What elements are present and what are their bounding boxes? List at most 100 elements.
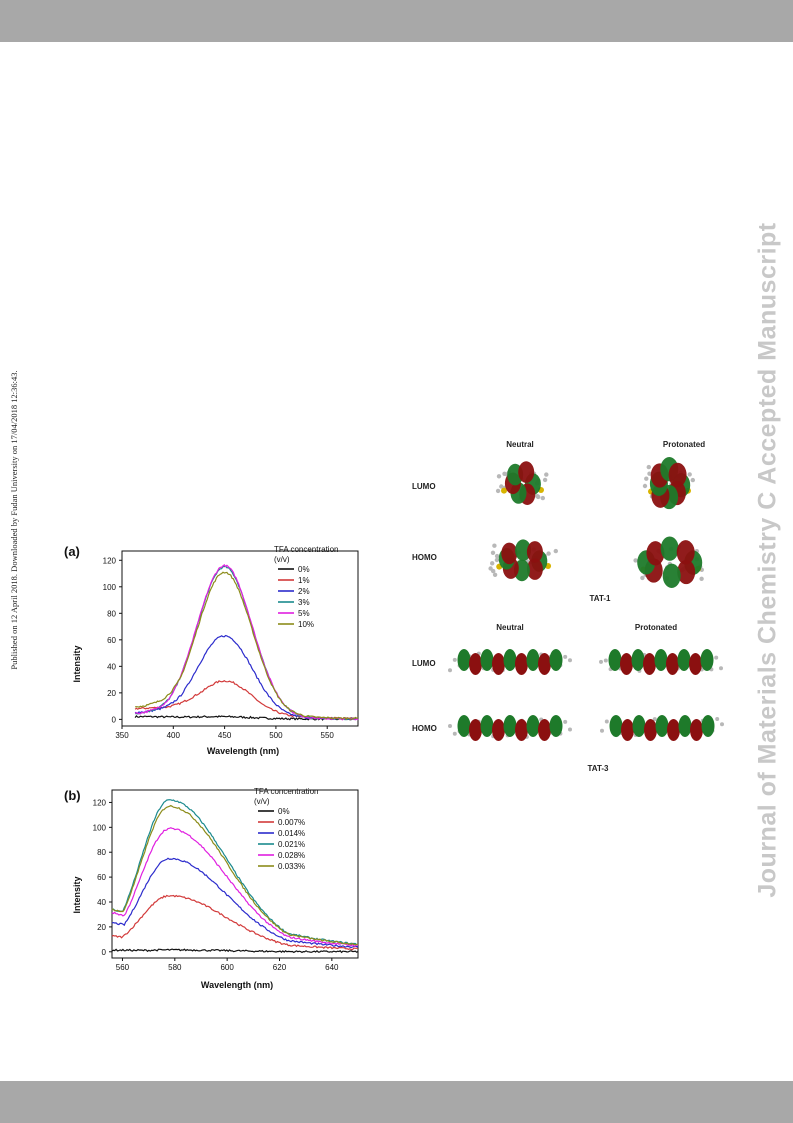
atom bbox=[492, 543, 497, 548]
y-tick-label: 80 bbox=[107, 609, 116, 618]
orbital-lobe bbox=[480, 715, 494, 737]
sulfur-atom bbox=[501, 487, 507, 494]
orbital-lobe bbox=[621, 719, 634, 741]
atom bbox=[647, 471, 652, 476]
atom bbox=[600, 728, 604, 733]
orbital-lobe bbox=[549, 649, 563, 671]
bottom-gray-bar bbox=[0, 1081, 793, 1123]
orbital-lobe bbox=[526, 558, 543, 580]
atom bbox=[452, 731, 457, 736]
orbital-lobe bbox=[660, 536, 679, 561]
atom bbox=[488, 566, 493, 571]
legend-entry: 5% bbox=[298, 609, 310, 618]
x-tick-label: 580 bbox=[168, 963, 182, 972]
tat3-neutral-header: Neutral bbox=[496, 623, 524, 632]
series-line bbox=[135, 571, 359, 721]
tat3-label: TAT-3 bbox=[587, 764, 609, 773]
orbital-lobe bbox=[501, 542, 518, 565]
atom bbox=[644, 476, 649, 481]
orbital-lobe bbox=[538, 653, 551, 675]
atom bbox=[633, 558, 638, 563]
atom bbox=[492, 572, 498, 577]
chart-b-plot: 560 580 600 620 640 0 20 40 60 80 100 120 TFA concen… bbox=[93, 787, 359, 972]
x-tick-label: 640 bbox=[325, 963, 339, 972]
atom bbox=[448, 724, 452, 728]
y-tick-label: 40 bbox=[97, 898, 106, 907]
orbital-lobe bbox=[503, 715, 517, 737]
atom bbox=[546, 551, 551, 556]
orbital-lobe bbox=[503, 649, 517, 671]
legend-entry: 0.028% bbox=[278, 851, 305, 860]
tat3-homo-protonated-orbital bbox=[600, 715, 724, 741]
tat1-homo-label: HOMO bbox=[412, 553, 437, 562]
atom bbox=[494, 553, 500, 559]
y-tick-label: 0 bbox=[112, 715, 117, 724]
legend-entry: 0% bbox=[278, 807, 290, 816]
orbital-lobe bbox=[469, 719, 482, 741]
atom bbox=[563, 719, 568, 724]
orbital-lobe bbox=[701, 715, 715, 737]
orbital-lobe bbox=[457, 649, 471, 671]
atom bbox=[699, 576, 704, 581]
orbital-lobe bbox=[654, 649, 668, 671]
orbital-lobe bbox=[608, 649, 622, 671]
x-tick-label: 550 bbox=[321, 731, 335, 740]
atom bbox=[604, 719, 609, 724]
orbital-lobe bbox=[526, 541, 543, 563]
atom bbox=[687, 472, 692, 477]
orbital-lobe bbox=[526, 649, 540, 671]
atom bbox=[642, 483, 648, 489]
orbital-lobe bbox=[620, 653, 633, 675]
tat3-lumo-neutral-orbital bbox=[448, 649, 572, 675]
series-line bbox=[111, 948, 359, 954]
atom bbox=[448, 668, 452, 673]
tat3-lumo-protonated-orbital bbox=[599, 649, 723, 675]
tat3-homo-label: HOMO bbox=[412, 724, 437, 733]
atom bbox=[542, 477, 548, 483]
tat1-lumo-neutral-orbital bbox=[495, 461, 549, 505]
atom bbox=[496, 474, 502, 479]
orbital-lobe bbox=[655, 715, 669, 737]
x-tick-label: 450 bbox=[218, 731, 232, 740]
chart-b-ylabel: Intensity bbox=[72, 876, 82, 913]
orbital-lobe bbox=[646, 541, 665, 566]
orbital-lobe bbox=[457, 715, 471, 737]
x-tick-label: 500 bbox=[269, 731, 283, 740]
y-tick-label: 20 bbox=[107, 689, 116, 698]
y-tick-label: 80 bbox=[97, 848, 106, 857]
series-line bbox=[135, 565, 359, 721]
chart-a-xlabel: Wavelength (nm) bbox=[207, 746, 279, 756]
orbital-lobe bbox=[492, 653, 505, 675]
tat3-lumo-label: LUMO bbox=[412, 659, 436, 668]
orbital-lobe bbox=[492, 719, 505, 741]
atom bbox=[568, 727, 572, 732]
atom bbox=[603, 658, 608, 663]
atom bbox=[490, 550, 496, 555]
orbital-lobe bbox=[469, 653, 482, 675]
orbital-lobe bbox=[667, 719, 680, 741]
y-tick-label: 60 bbox=[97, 873, 106, 882]
panel-label-b: (b) bbox=[64, 788, 81, 803]
tat3-protonated-header: Protonated bbox=[635, 623, 677, 632]
orbital-lobe bbox=[677, 649, 691, 671]
journal-watermark: Journal of Materials Chemistry C Accepte… bbox=[753, 222, 782, 898]
atom bbox=[553, 548, 558, 554]
orbital-lobe bbox=[668, 462, 687, 488]
atom bbox=[502, 471, 507, 476]
legend-entry: 1% bbox=[298, 576, 310, 585]
orbital-lobe bbox=[690, 719, 703, 741]
x-tick-label: 350 bbox=[115, 731, 129, 740]
x-tick-label: 600 bbox=[220, 963, 234, 972]
tat3-homo-neutral-orbital bbox=[448, 715, 572, 741]
y-tick-label: 120 bbox=[93, 798, 107, 807]
atom bbox=[714, 655, 719, 660]
orbital-lobe bbox=[515, 653, 528, 675]
y-tick-label: 60 bbox=[107, 636, 116, 645]
orbital-lobe bbox=[632, 715, 646, 737]
orbital-lobe bbox=[700, 649, 714, 671]
atom bbox=[599, 659, 603, 664]
top-gray-bar bbox=[0, 0, 793, 42]
orbital-lobe bbox=[644, 719, 657, 741]
atom bbox=[652, 717, 657, 722]
y-tick-label: 100 bbox=[103, 583, 117, 592]
